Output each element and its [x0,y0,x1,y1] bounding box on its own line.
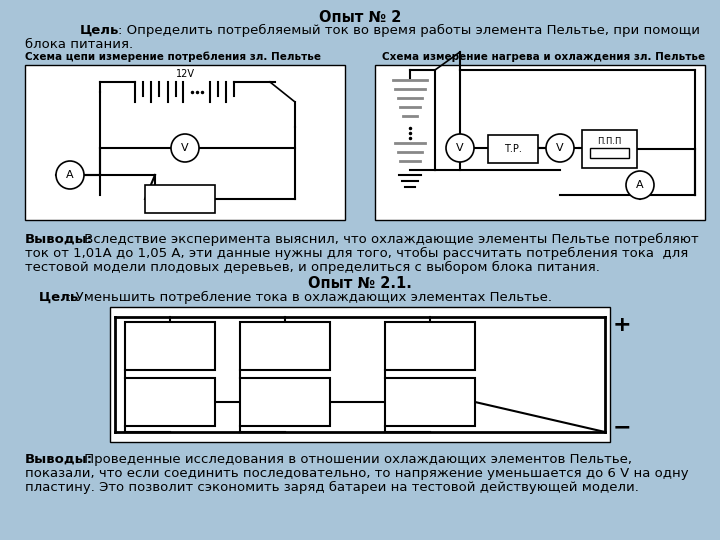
Circle shape [56,161,84,189]
Circle shape [171,134,199,162]
Text: Выводы:: Выводы: [25,233,93,246]
Text: −: − [613,417,631,437]
Text: Опыт № 2: Опыт № 2 [319,10,401,25]
Text: ток от 1,01А до 1,05 А, эти данные нужны для того, чтобы рассчитать потребления : ток от 1,01А до 1,05 А, эти данные нужны… [25,247,688,260]
Bar [125,378,215,426]
Text: Выводы:: Выводы: [25,453,93,466]
Bar [240,378,330,426]
Text: Цель: Цель [80,24,120,37]
Bar [125,322,215,370]
Text: : Уменьшить потребление тока в охлаждающих элементах Пельтье.: : Уменьшить потребление тока в охлаждающ… [67,291,552,304]
Text: Цель: Цель [25,291,78,304]
Text: пластину. Это позволит сэкономить заряд батареи на тестовой действующей модели.: пластину. Это позволит сэкономить заряд … [25,481,639,494]
Bar [385,322,475,370]
Text: блока питания.: блока питания. [25,38,133,51]
Text: V: V [556,143,564,153]
Circle shape [626,171,654,199]
Text: 12V: 12V [176,69,194,79]
Bar [110,307,610,442]
Bar [25,65,345,220]
Text: Опыт № 2.1.: Опыт № 2.1. [308,276,412,291]
Text: тестовой модели плодовых деревьев, и определиться с выбором блока питания.: тестовой модели плодовых деревьев, и опр… [25,261,600,274]
Bar [145,185,215,213]
Circle shape [446,134,474,162]
Bar [240,322,330,370]
Bar [582,130,637,168]
Text: V: V [181,143,189,153]
Bar [488,135,538,163]
Bar [375,65,705,220]
Circle shape [546,134,574,162]
Text: +: + [613,315,631,335]
Text: Схема измерение нагрева и охлаждения зл. Пельтье: Схема измерение нагрева и охлаждения зл.… [382,52,705,62]
Text: А: А [636,180,644,190]
Text: П.П.П: П.П.П [597,138,621,146]
Text: A: A [66,170,74,180]
Text: Т.Р.: Т.Р. [504,144,522,154]
Text: Проведенные исследования в отношении охлаждающих элементов Пельтье,: Проведенные исследования в отношении охл… [80,453,632,466]
Bar [385,378,475,426]
Text: показали, что если соединить последовательно, то напряжение уменьшается до 6 V н: показали, что если соединить последовате… [25,467,688,480]
Text: : Определить потребляемый ток во время работы элемента Пельтье, при помощи: : Определить потребляемый ток во время р… [118,24,700,37]
Text: V: V [456,143,464,153]
Bar [590,148,629,158]
Text: Вследствие эксперимента выяснил, что охлаждающие элементы Пельтье потребляют: Вследствие эксперимента выяснил, что охл… [80,233,698,246]
Text: Схема цепи измерение потребления зл. Пельтье: Схема цепи измерение потребления зл. Пел… [25,52,321,63]
